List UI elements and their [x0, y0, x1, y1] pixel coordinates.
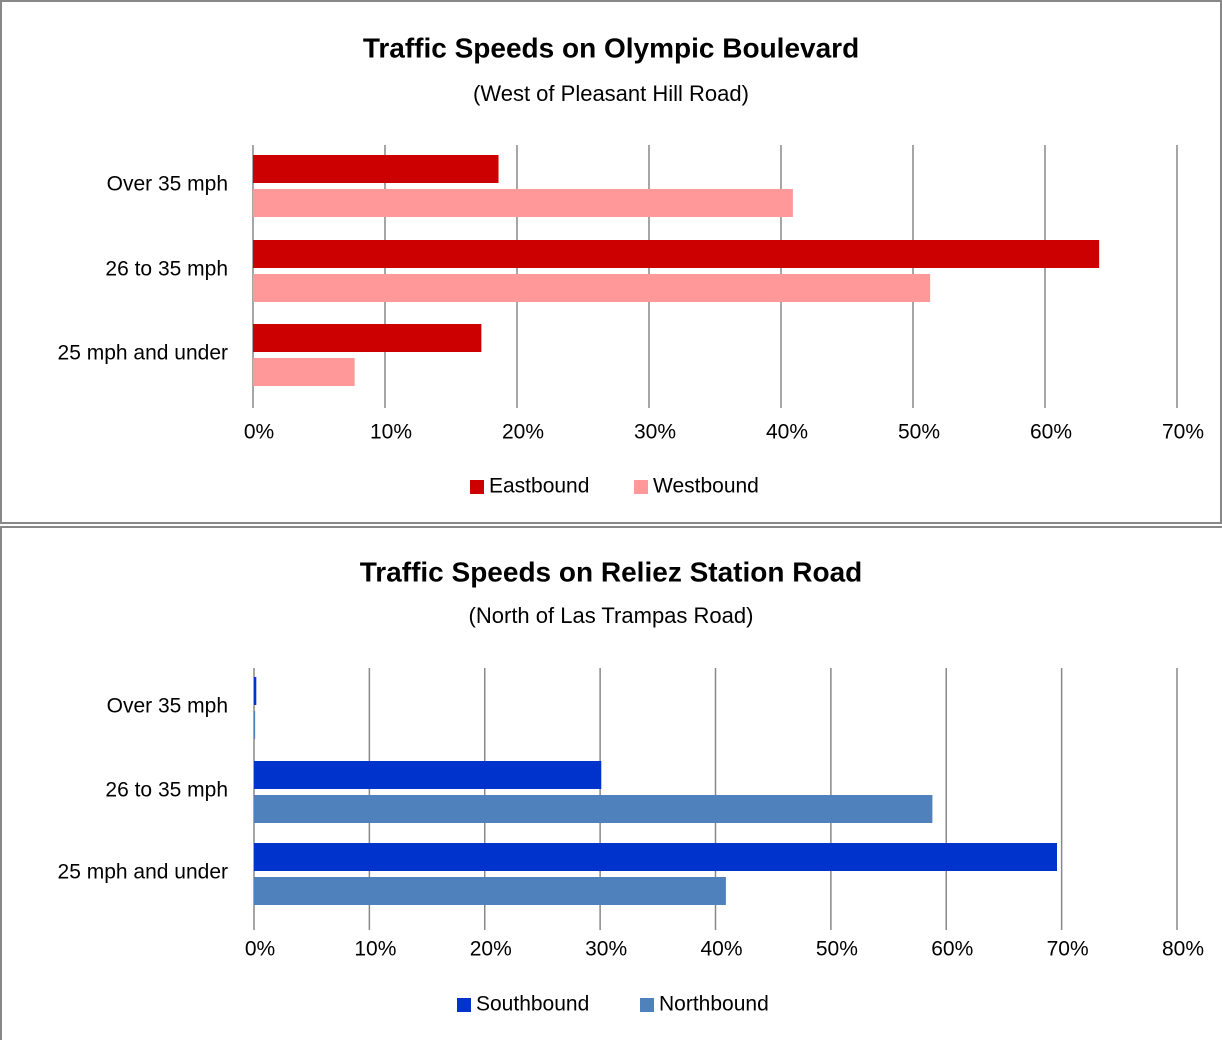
legend-swatch: [634, 480, 648, 494]
x-tick-label: 50%: [816, 938, 858, 961]
bar: [254, 877, 726, 905]
chart-frame: [0, 526, 1222, 1040]
x-tick-label: 60%: [931, 938, 973, 961]
bar: [254, 843, 1058, 871]
y-tick-label: Over 35 mph: [107, 695, 228, 718]
bar: [254, 677, 257, 705]
x-tick-label: 80%: [1162, 938, 1204, 961]
x-tick-label: 20%: [470, 938, 512, 961]
chart-subtitle: (North of Las Trampas Road): [469, 603, 754, 628]
legend-label: Northbound: [659, 993, 769, 1016]
x-tick-label: 30%: [634, 421, 676, 444]
y-tick-label: 26 to 35 mph: [105, 779, 228, 802]
legend-swatch: [470, 480, 484, 494]
x-tick-label: 40%: [700, 938, 742, 961]
x-tick-label: 40%: [766, 421, 808, 444]
x-tick-label: 50%: [898, 421, 940, 444]
legend-label: Eastbound: [489, 475, 589, 498]
x-tick-label: 70%: [1162, 421, 1204, 444]
bar: [253, 358, 355, 386]
y-tick-label: 26 to 35 mph: [105, 258, 228, 281]
y-tick-label: Over 35 mph: [107, 173, 228, 196]
legend-swatch: [457, 998, 471, 1012]
legend-swatch: [640, 998, 654, 1012]
legend-label: Westbound: [653, 475, 759, 498]
bar: [254, 761, 602, 789]
x-tick-label: 10%: [370, 421, 412, 444]
chart-title: Traffic Speeds on Olympic Boulevard: [363, 32, 859, 63]
x-tick-label: 70%: [1047, 938, 1089, 961]
bar: [254, 711, 256, 739]
chart-subtitle: (West of Pleasant Hill Road): [473, 81, 749, 106]
bar: [253, 274, 931, 302]
bar: [253, 240, 1100, 268]
chart-title: Traffic Speeds on Reliez Station Road: [360, 556, 863, 587]
x-tick-label: 60%: [1030, 421, 1072, 444]
y-tick-label: 25 mph and under: [58, 342, 228, 365]
bar: [253, 155, 499, 183]
x-tick-label: 10%: [354, 938, 396, 961]
chart-frame: [0, 0, 1222, 524]
y-tick-label: 25 mph and under: [58, 861, 228, 884]
bar: [253, 189, 793, 217]
x-tick-label: 0%: [244, 421, 274, 444]
x-tick-label: 0%: [245, 938, 275, 961]
legend-label: Southbound: [476, 993, 589, 1016]
x-tick-label: 30%: [585, 938, 627, 961]
x-tick-label: 20%: [502, 421, 544, 444]
bar: [254, 795, 933, 823]
bar: [253, 324, 482, 352]
